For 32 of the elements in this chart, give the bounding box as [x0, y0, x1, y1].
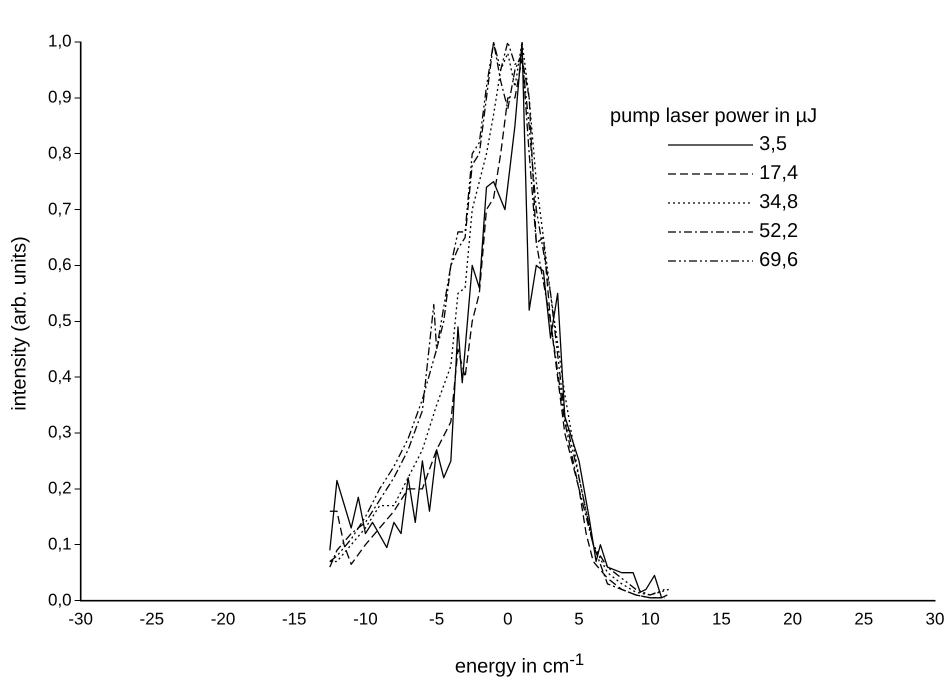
x-tick-label: -10 [353, 609, 378, 628]
x-tick-label: 0 [503, 609, 513, 628]
x-tick-label: 5 [574, 609, 584, 628]
y-tick-label: 0,8 [48, 143, 72, 162]
y-tick-label: 0,4 [48, 366, 72, 386]
y-tick-label: 1,0 [48, 32, 72, 51]
x-axis-title: energy in cm$^{-1}$ [454, 650, 586, 679]
legend-label: 52,2 [759, 220, 800, 243]
x-tick-label: -25 [140, 609, 164, 628]
x-tick-label: -30 [68, 609, 93, 628]
legend-title: pump laser power in µJ [610, 105, 818, 128]
x-tick-label: 20 [783, 609, 802, 628]
x-tick-label: -20 [210, 609, 236, 628]
legend-label: 3,5 [759, 133, 788, 156]
x-tick-label: -15 [282, 609, 307, 628]
x-tick-label: 25 [854, 609, 874, 628]
x-tick-label: -5 [429, 609, 444, 628]
x-tick-label: 30 [926, 609, 944, 628]
y-tick-label: 0,1 [48, 534, 72, 554]
y-tick-label: 0,7 [48, 199, 72, 218]
y-tick-label: 0,5 [48, 310, 72, 330]
legend-label: 69,6 [759, 249, 800, 272]
y-tick-label: 0,9 [48, 88, 72, 107]
x-tick-label: 10 [640, 609, 660, 628]
y-tick-label: 0,2 [48, 478, 72, 498]
x-tick-label: 15 [712, 609, 731, 628]
legend-label: 17,4 [759, 162, 800, 185]
y-tick-label: 0,0 [48, 590, 72, 610]
y-tick-label: 0,6 [48, 255, 72, 274]
legend-label: 34,8 [759, 191, 800, 214]
y-axis-title: intensity (arb. units) [8, 235, 32, 413]
y-tick-label: 0,3 [48, 422, 72, 442]
